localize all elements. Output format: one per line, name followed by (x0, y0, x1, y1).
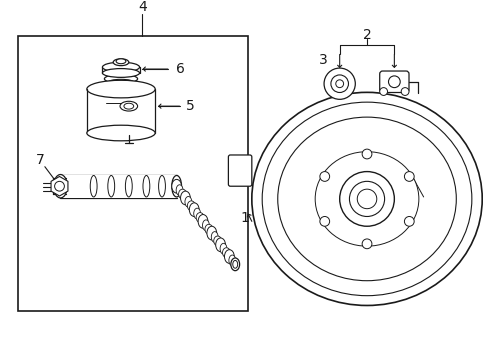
Polygon shape (51, 176, 68, 196)
Bar (486, 201, 488, 216)
Ellipse shape (204, 224, 212, 234)
Ellipse shape (178, 189, 186, 199)
Ellipse shape (184, 197, 191, 207)
Ellipse shape (142, 175, 149, 197)
Circle shape (387, 76, 399, 87)
Circle shape (335, 80, 343, 87)
Ellipse shape (220, 243, 226, 254)
Ellipse shape (90, 175, 97, 197)
Ellipse shape (123, 103, 133, 109)
Text: 6: 6 (175, 62, 184, 76)
Ellipse shape (224, 250, 234, 264)
Bar (486, 191, 488, 207)
Ellipse shape (120, 101, 137, 111)
Ellipse shape (107, 79, 134, 86)
Ellipse shape (228, 255, 235, 266)
Bar (486, 162, 488, 177)
Circle shape (379, 87, 386, 95)
Bar (486, 220, 488, 236)
Ellipse shape (187, 201, 195, 211)
Ellipse shape (198, 215, 207, 228)
Ellipse shape (54, 175, 67, 198)
Text: 7: 7 (36, 153, 44, 167)
Circle shape (319, 216, 329, 226)
Ellipse shape (215, 238, 225, 252)
Ellipse shape (125, 175, 132, 197)
Circle shape (404, 172, 413, 181)
Ellipse shape (202, 220, 209, 231)
Ellipse shape (213, 236, 221, 246)
Circle shape (362, 239, 371, 249)
Ellipse shape (171, 179, 181, 193)
Text: 5: 5 (186, 99, 195, 113)
Ellipse shape (87, 125, 155, 141)
Circle shape (55, 181, 64, 191)
Circle shape (330, 75, 348, 93)
Circle shape (324, 68, 355, 99)
Ellipse shape (171, 175, 181, 197)
Ellipse shape (251, 93, 481, 306)
Ellipse shape (107, 175, 114, 197)
FancyBboxPatch shape (379, 71, 408, 93)
Circle shape (319, 172, 329, 181)
Circle shape (349, 181, 384, 216)
Circle shape (404, 216, 413, 226)
Ellipse shape (104, 75, 137, 83)
Circle shape (362, 149, 371, 159)
FancyBboxPatch shape (228, 155, 251, 186)
Ellipse shape (158, 175, 165, 197)
Circle shape (400, 87, 408, 95)
Ellipse shape (262, 102, 471, 296)
Ellipse shape (211, 231, 218, 242)
Ellipse shape (113, 59, 128, 66)
Ellipse shape (277, 117, 455, 281)
Ellipse shape (87, 80, 155, 98)
Ellipse shape (116, 59, 125, 64)
Ellipse shape (206, 226, 216, 240)
Ellipse shape (176, 185, 183, 195)
Ellipse shape (102, 69, 139, 77)
Text: 4: 4 (138, 0, 146, 14)
Ellipse shape (315, 152, 418, 246)
Text: 2: 2 (362, 28, 371, 42)
Text: 3: 3 (318, 53, 327, 67)
Ellipse shape (196, 213, 203, 222)
Ellipse shape (189, 203, 199, 216)
Bar (87, 89, 155, 133)
Ellipse shape (232, 260, 237, 268)
Text: 1: 1 (240, 211, 249, 225)
Ellipse shape (102, 62, 139, 72)
Ellipse shape (180, 191, 190, 205)
Circle shape (357, 189, 376, 209)
Bar (61, 175, 176, 198)
Circle shape (339, 172, 393, 226)
Bar (486, 181, 488, 197)
Bar (18, 36, 247, 311)
Ellipse shape (193, 208, 200, 219)
Ellipse shape (222, 248, 230, 257)
Ellipse shape (230, 258, 239, 271)
